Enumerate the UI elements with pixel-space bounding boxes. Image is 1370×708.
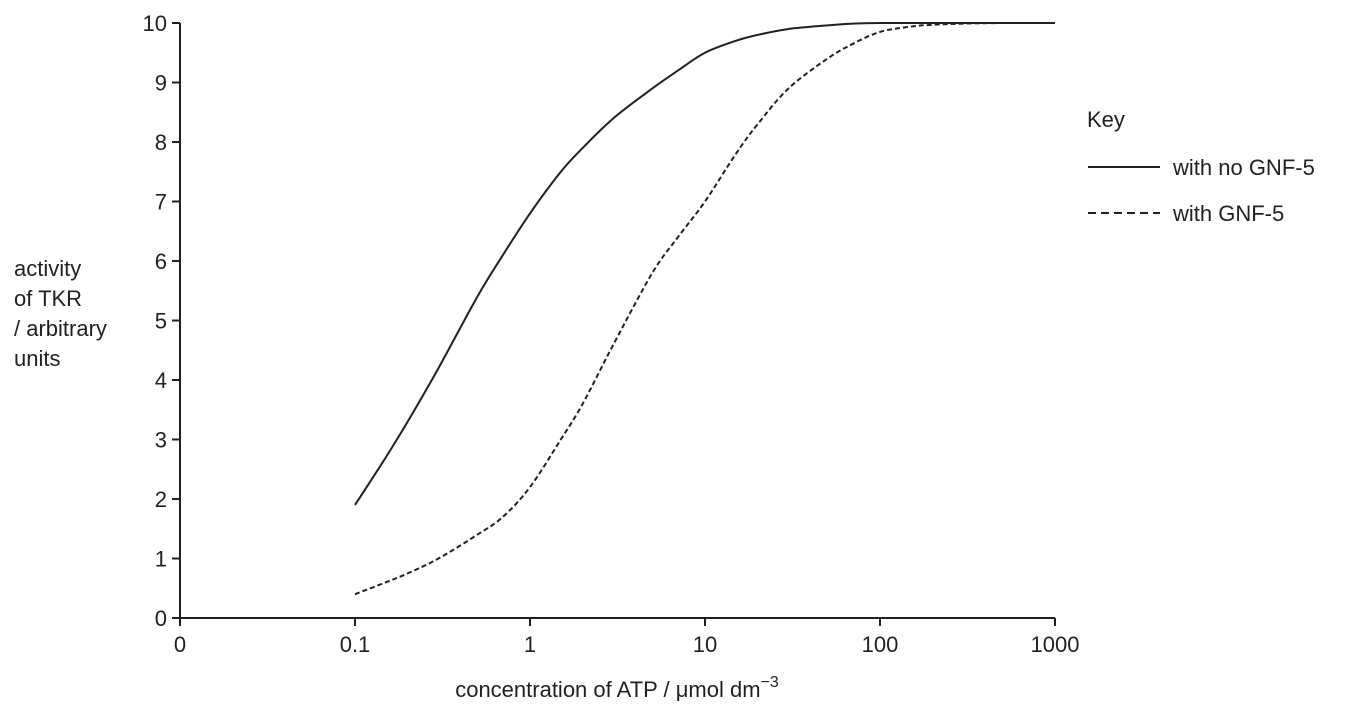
y-tick-label-5: 5 (155, 309, 167, 334)
y-tick-label-10: 10 (143, 11, 167, 36)
x-tick-label-10: 10 (693, 632, 717, 657)
legend-label-gnf5: with GNF-5 (1172, 201, 1284, 226)
y-axis-label-line-1: activity (14, 256, 81, 281)
legend-label-no-gnf5: with no GNF-5 (1172, 155, 1315, 180)
y-tick-label-6: 6 (155, 249, 167, 274)
y-axis-label-line-3: / arbitrary (14, 316, 107, 341)
y-tick-label-0: 0 (155, 606, 167, 631)
legend: Key with no GNF-5 with GNF-5 (1087, 107, 1315, 226)
x-tick-label-0: 0 (174, 632, 186, 657)
y-tick-label-3: 3 (155, 428, 167, 453)
x-axis-label: concentration of ATP / μmol dm−3 (455, 674, 779, 702)
y-tick-label-7: 7 (155, 190, 167, 215)
y-axis-label-line-4: units (14, 346, 60, 371)
x-tick-label-100: 100 (862, 632, 899, 657)
y-tick-label-2: 2 (155, 487, 167, 512)
legend-title: Key (1087, 107, 1125, 132)
y-axis-label-line-2: of TKR (14, 286, 82, 311)
series-line-gnf5 (354, 21, 1055, 596)
x-axis-label-superscript: −3 (761, 674, 779, 691)
x-tick-label-0.1: 0.1 (340, 632, 371, 657)
y-tick-label-8: 8 (155, 130, 167, 155)
x-tick-label-1000: 1000 (1031, 632, 1080, 657)
y-tick-label-4: 4 (155, 368, 167, 393)
y-tick-label-9: 9 (155, 71, 167, 96)
x-tick-label-1: 1 (524, 632, 536, 657)
series-line-no-gnf5 (354, 21, 1055, 506)
x-axis-label-text: concentration of ATP / μmol dm (455, 677, 760, 702)
series-layer (354, 21, 1055, 596)
y-tick-label-1: 1 (155, 547, 167, 572)
axes (179, 23, 1055, 619)
